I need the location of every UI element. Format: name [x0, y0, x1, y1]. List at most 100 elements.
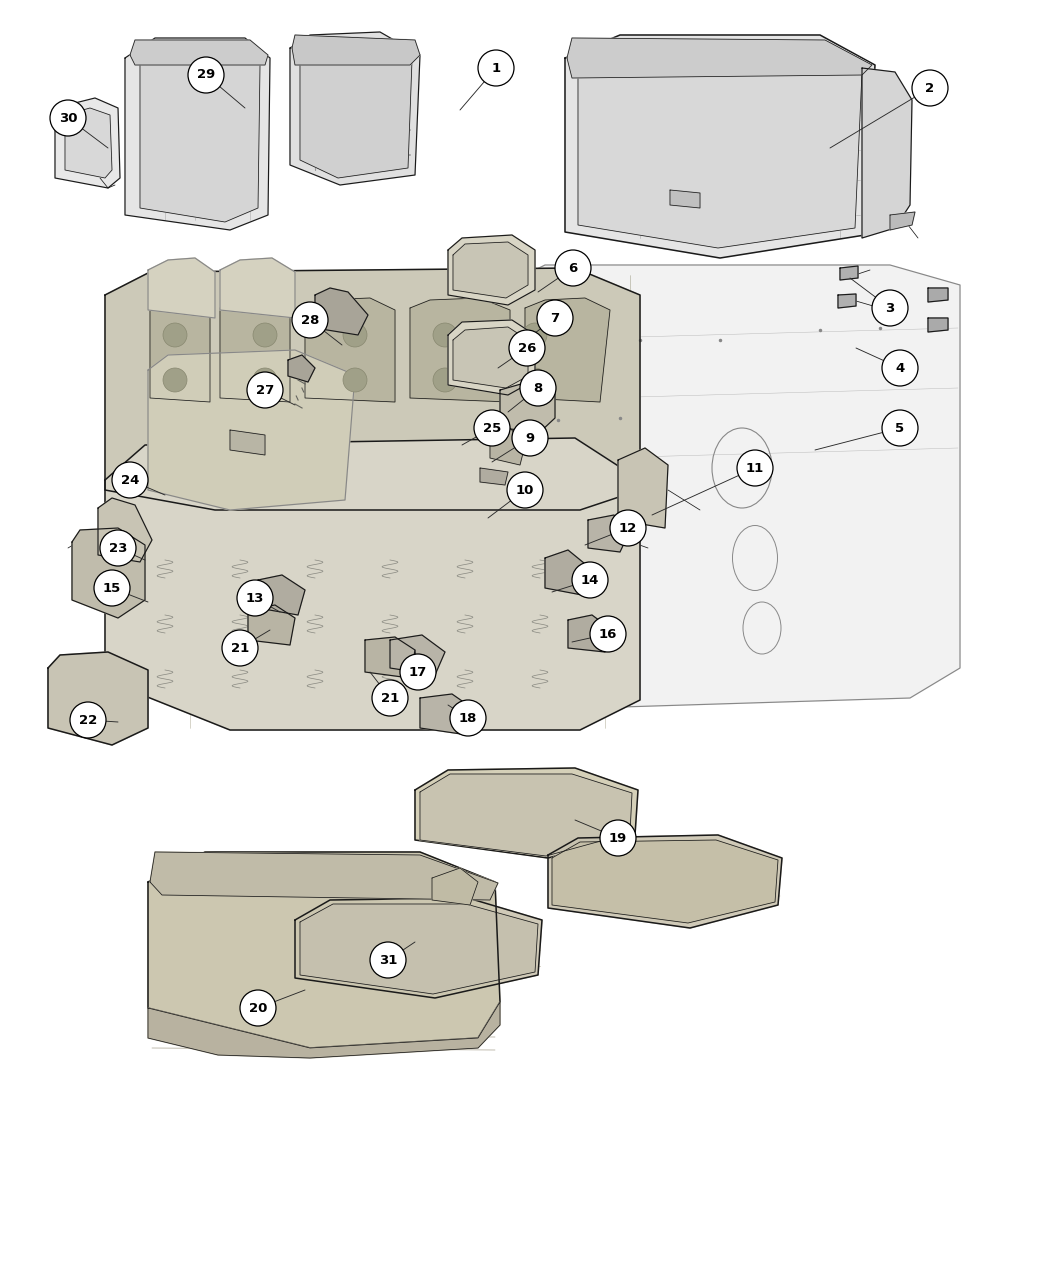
Circle shape [163, 323, 187, 347]
Text: 16: 16 [598, 627, 617, 640]
Polygon shape [148, 852, 500, 1048]
Circle shape [433, 323, 457, 347]
Polygon shape [588, 515, 628, 552]
Polygon shape [862, 68, 912, 238]
Polygon shape [248, 606, 295, 645]
Polygon shape [230, 430, 265, 455]
Circle shape [882, 411, 918, 446]
Polygon shape [148, 351, 355, 510]
Text: 14: 14 [581, 574, 600, 586]
Polygon shape [390, 635, 445, 674]
Polygon shape [410, 298, 510, 402]
Polygon shape [304, 298, 395, 402]
Polygon shape [48, 652, 148, 745]
Text: 17: 17 [408, 666, 427, 678]
Polygon shape [105, 268, 640, 510]
Circle shape [112, 462, 148, 499]
Circle shape [474, 411, 510, 446]
Polygon shape [480, 468, 508, 484]
Polygon shape [140, 48, 260, 222]
Text: 22: 22 [79, 714, 97, 727]
Polygon shape [453, 242, 528, 298]
Text: 21: 21 [231, 641, 249, 654]
Polygon shape [928, 288, 948, 302]
Text: 8: 8 [533, 381, 543, 394]
Circle shape [590, 616, 626, 652]
Text: 12: 12 [618, 521, 637, 534]
Polygon shape [568, 615, 612, 652]
Polygon shape [288, 354, 315, 382]
Polygon shape [552, 840, 778, 923]
Circle shape [882, 351, 918, 386]
Circle shape [343, 368, 368, 391]
Text: 2: 2 [925, 82, 934, 94]
Text: 5: 5 [896, 422, 904, 435]
Polygon shape [148, 258, 215, 317]
Polygon shape [567, 38, 872, 78]
Text: 18: 18 [459, 711, 477, 724]
Circle shape [523, 368, 547, 391]
Circle shape [100, 530, 136, 566]
Circle shape [253, 323, 277, 347]
Polygon shape [72, 528, 145, 618]
Circle shape [400, 654, 436, 690]
Polygon shape [150, 298, 210, 402]
Polygon shape [565, 34, 875, 258]
Text: 24: 24 [121, 473, 140, 487]
Circle shape [372, 680, 408, 717]
Polygon shape [300, 904, 538, 994]
Polygon shape [65, 108, 112, 179]
Text: 11: 11 [746, 462, 764, 474]
Text: 10: 10 [516, 483, 534, 496]
Circle shape [247, 372, 284, 408]
Text: 21: 21 [381, 691, 399, 705]
Text: 25: 25 [483, 422, 501, 435]
Polygon shape [500, 380, 555, 432]
Text: 29: 29 [197, 69, 215, 82]
Text: 1: 1 [491, 61, 501, 74]
Polygon shape [55, 98, 120, 187]
Polygon shape [670, 190, 700, 208]
Circle shape [737, 450, 773, 486]
Polygon shape [290, 32, 420, 185]
Text: 27: 27 [256, 384, 274, 397]
Text: 30: 30 [59, 111, 78, 125]
Polygon shape [548, 835, 782, 928]
Circle shape [237, 580, 273, 616]
Polygon shape [315, 288, 368, 335]
Polygon shape [148, 1002, 500, 1058]
Polygon shape [453, 326, 528, 388]
Circle shape [523, 323, 547, 347]
Text: 15: 15 [103, 581, 121, 594]
Polygon shape [150, 852, 498, 900]
Circle shape [912, 70, 948, 106]
Circle shape [188, 57, 224, 93]
Circle shape [555, 250, 591, 286]
Polygon shape [432, 868, 478, 905]
Circle shape [872, 289, 908, 326]
Polygon shape [258, 575, 304, 615]
Circle shape [253, 368, 277, 391]
Polygon shape [838, 295, 856, 309]
Polygon shape [840, 266, 858, 280]
Polygon shape [125, 38, 270, 230]
Polygon shape [578, 45, 862, 249]
Circle shape [512, 419, 548, 456]
Polygon shape [295, 898, 542, 998]
Polygon shape [928, 317, 948, 332]
Circle shape [433, 368, 457, 391]
Circle shape [163, 368, 187, 391]
Circle shape [292, 302, 328, 338]
Polygon shape [220, 298, 290, 402]
Polygon shape [300, 40, 412, 179]
Text: 4: 4 [896, 362, 905, 375]
Text: 31: 31 [379, 954, 397, 966]
Circle shape [222, 630, 258, 666]
Circle shape [240, 989, 276, 1026]
Polygon shape [448, 320, 536, 395]
Circle shape [50, 99, 86, 136]
Polygon shape [415, 768, 638, 858]
Circle shape [70, 703, 106, 738]
Circle shape [572, 562, 608, 598]
Text: 13: 13 [246, 592, 265, 604]
